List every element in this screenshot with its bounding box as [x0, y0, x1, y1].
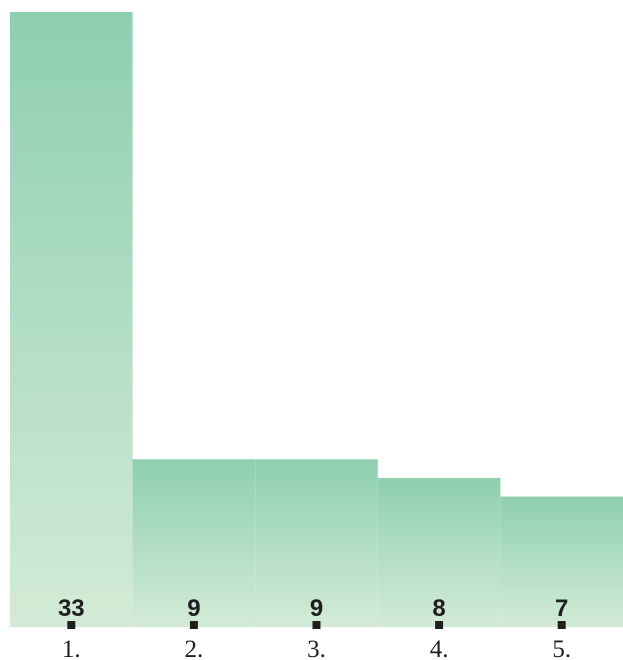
value-label-4: 8 [432, 595, 445, 622]
category-label-3: 3. [307, 636, 326, 660]
bars-group [10, 12, 623, 627]
tick-mark-3 [312, 621, 321, 629]
bar-3 [255, 459, 378, 627]
value-labels-group: 33 9 9 8 7 [58, 595, 568, 622]
tick-mark-2 [189, 621, 198, 629]
bar-1 [10, 12, 133, 627]
category-labels-group: 1. 2. 3. 4. 5. [62, 636, 571, 660]
category-label-1: 1. [62, 636, 81, 660]
category-label-5: 5. [552, 636, 571, 660]
value-label-5: 7 [555, 595, 568, 622]
bar-5 [500, 496, 623, 627]
category-label-2: 2. [185, 636, 204, 660]
tick-marks-group [67, 621, 566, 629]
value-label-1: 33 [58, 595, 85, 622]
bar-2 [132, 459, 256, 627]
value-label-2: 9 [187, 595, 200, 622]
tick-mark-1 [67, 621, 76, 629]
tick-mark-5 [557, 621, 566, 629]
bar-4 [377, 477, 501, 627]
value-label-3: 9 [310, 595, 323, 622]
tick-mark-4 [435, 621, 444, 629]
category-label-4: 4. [430, 636, 449, 660]
